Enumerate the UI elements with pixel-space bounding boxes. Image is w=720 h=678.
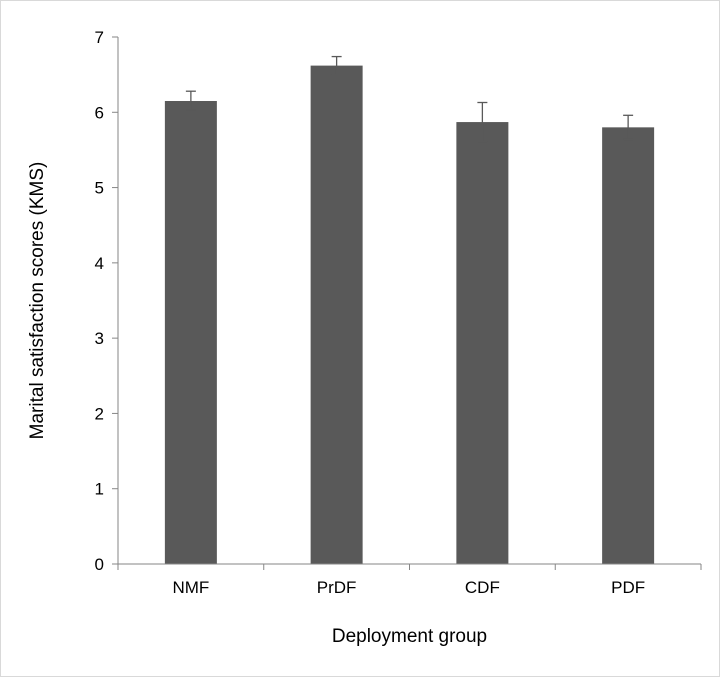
x-tick-label-nmf: NMF — [172, 578, 209, 597]
error-bars — [185, 55, 634, 143]
x-tick-label-pdf: PDF — [611, 578, 645, 597]
bars — [164, 65, 655, 564]
bar-prdf — [310, 65, 363, 564]
bar-pdf — [602, 127, 655, 564]
x-tick-label-cdf: CDF — [465, 578, 500, 597]
y-tick-label: 5 — [95, 179, 104, 198]
error-bar-prdf — [331, 55, 342, 76]
x-tick-label-prdf: PrDF — [317, 578, 357, 597]
error-bar-nmf — [185, 90, 196, 111]
y-tick-label: 3 — [95, 329, 104, 348]
x-axis-title: Deployment group — [332, 626, 487, 647]
y-tick-label: 6 — [95, 103, 104, 122]
y-tick-label: 1 — [95, 480, 104, 499]
bar-nmf — [164, 100, 217, 564]
y-axis-title: Marital satisfaction scores (KMS) — [27, 162, 48, 440]
x-axis-ticks: NMF PrDF CDF PDF — [117, 564, 702, 597]
error-bar-pdf — [623, 114, 634, 141]
y-tick-label: 2 — [95, 404, 104, 423]
y-axis-ticks: 0 1 2 3 4 5 6 7 — [95, 28, 118, 574]
y-tick-label: 4 — [95, 254, 104, 273]
y-tick-label: 0 — [95, 555, 104, 574]
error-bar-cdf — [477, 101, 488, 143]
y-tick-label: 7 — [95, 28, 104, 47]
bar-cdf — [456, 122, 509, 564]
